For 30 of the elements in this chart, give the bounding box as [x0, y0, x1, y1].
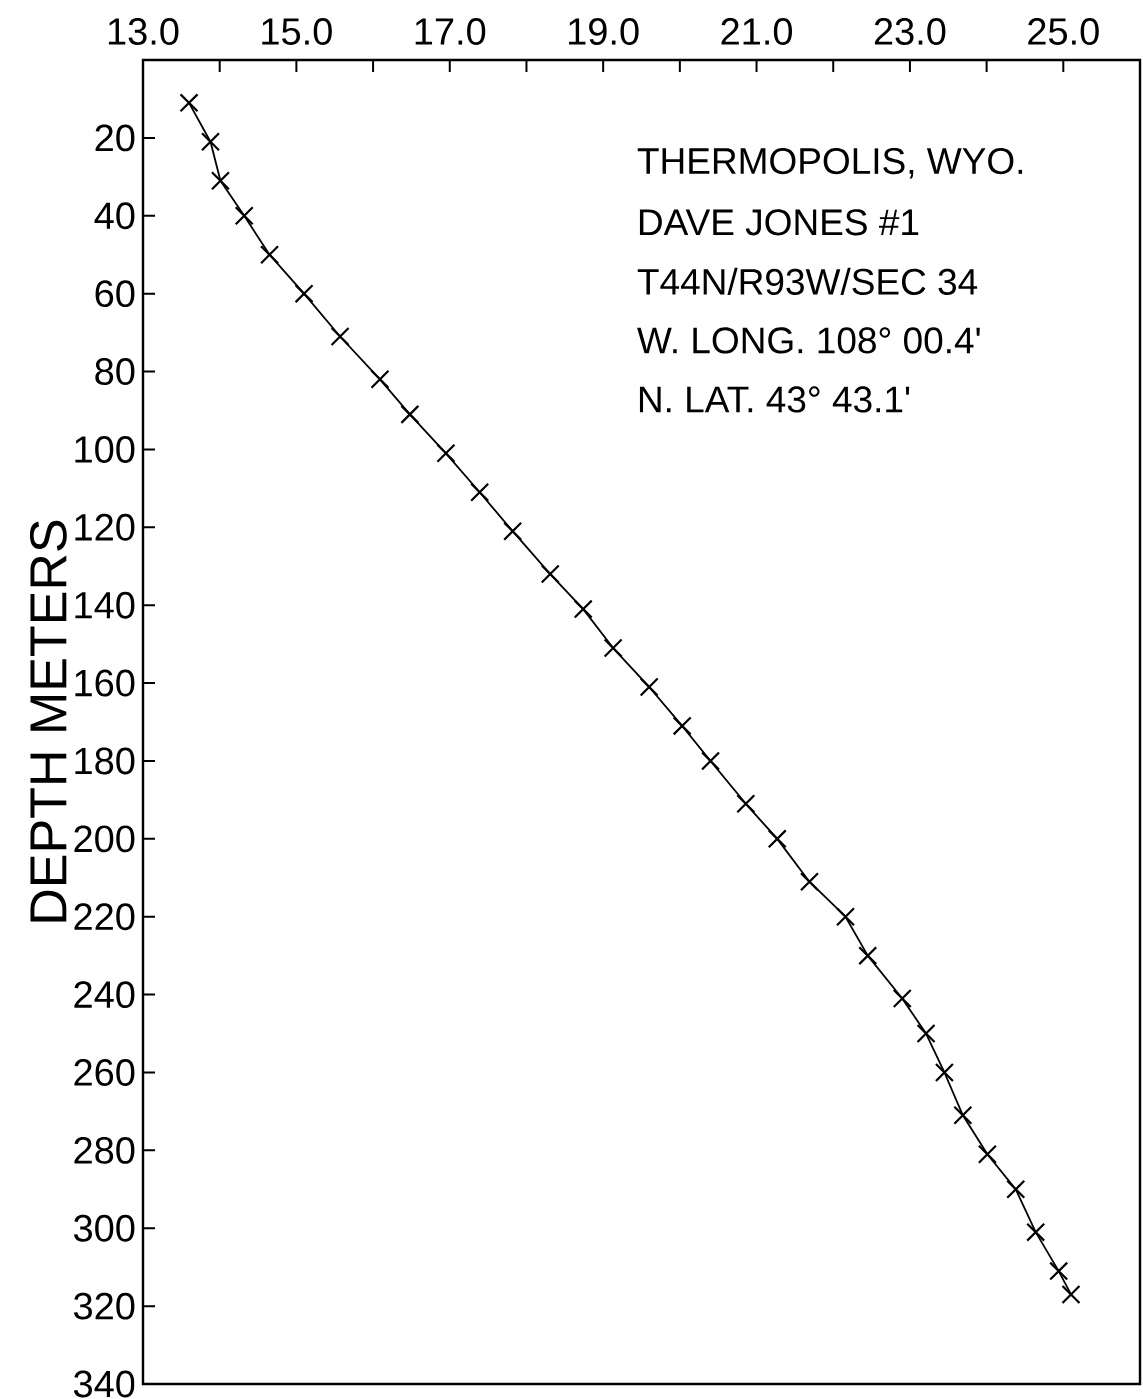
y-tick-label: 120: [75, 513, 135, 541]
y-tick-label: 240: [74, 981, 135, 1009]
annotation: N. LAT. 43° 43.1': [639, 386, 910, 413]
y-tick-label: 40: [94, 202, 135, 230]
x-tick-label: 19.0: [569, 18, 639, 45]
annotation: W. LONG. 108° 00.4': [637, 327, 980, 354]
annotation: T44N/R93W/SEC 34: [637, 267, 978, 295]
y-tick-label: 280: [74, 1136, 135, 1164]
x-tick-label: 25.0: [1028, 18, 1099, 45]
y-tick-label: 320: [73, 1292, 135, 1320]
y-tick-label: 160: [75, 669, 135, 697]
x-tick-label: 23.0: [874, 18, 946, 45]
y-tick-label: 340: [73, 1370, 135, 1398]
y-tick-label: 20: [95, 124, 135, 152]
y-tick-label: 200: [74, 825, 135, 853]
annotation: THERMOPOLIS, WYO.: [637, 147, 1023, 179]
y-tick-label: 300: [73, 1214, 135, 1242]
x-tick-label: 21.0: [721, 18, 793, 45]
y-tick-label: 180: [75, 747, 135, 775]
x-tick-label: 17.0: [415, 18, 486, 45]
y-tick-label: 60: [95, 280, 135, 308]
y-tick-label: 260: [74, 1059, 135, 1086]
y-tick-label: 80: [95, 358, 135, 385]
annotation: DAVE JONES #1: [639, 209, 919, 236]
x-tick-label: 15.0: [262, 18, 332, 45]
y-tick-label: 220: [74, 903, 135, 931]
x-tick-label: 13.0: [108, 18, 179, 45]
y-tick-label: 100: [75, 435, 135, 463]
y-tick-label: 140: [75, 591, 135, 619]
y-axis-title: DEPTH METERS: [29, 520, 67, 922]
